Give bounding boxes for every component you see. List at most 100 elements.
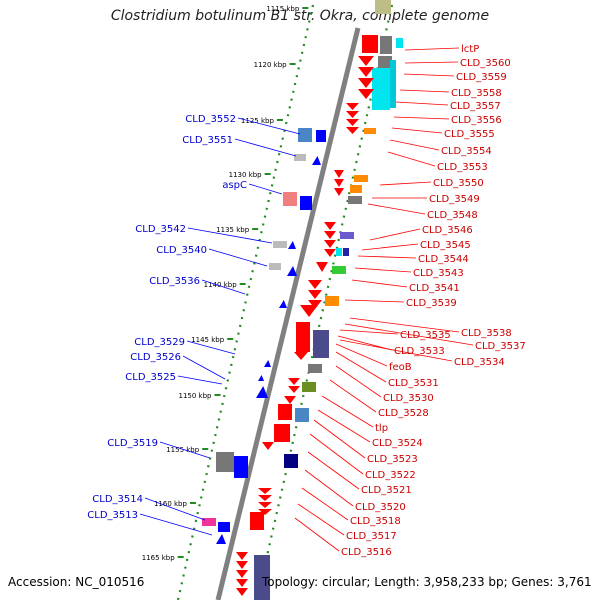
reverse-gene-box xyxy=(396,38,403,48)
left-gene-label: CLD_3526 xyxy=(130,352,181,363)
reverse-gene-arrow xyxy=(294,352,308,360)
right-leader-line xyxy=(307,451,360,490)
reverse-gene-arrow xyxy=(308,300,322,309)
right-leader-line xyxy=(357,255,417,259)
right-leader-line xyxy=(304,469,354,507)
right-gene-label: CLD_3530 xyxy=(383,393,434,404)
forward-gene-box xyxy=(269,263,281,270)
left-gene-label: CLD_3552 xyxy=(185,114,236,125)
right-gene-label: CLD_3556 xyxy=(451,115,502,126)
reverse-gene-arrow xyxy=(300,305,318,317)
right-gene-label: CLD_3520 xyxy=(355,502,406,513)
right-gene-label: CLD_3554 xyxy=(441,146,492,157)
right-leader-line xyxy=(313,419,366,459)
reverse-gene-arrow xyxy=(284,396,296,404)
right-leader-line xyxy=(317,409,371,443)
forward-gene-arrow xyxy=(287,266,297,276)
reverse-gene-arrow xyxy=(334,188,344,196)
right-gene-label: CLD_3522 xyxy=(365,470,416,481)
right-leader-line xyxy=(301,487,349,521)
reverse-gene-box xyxy=(343,248,349,256)
right-gene-label: feoB xyxy=(389,362,412,373)
left-leader-line xyxy=(248,183,283,195)
right-leader-line xyxy=(389,139,440,151)
left-gene-label: CLD_3551 xyxy=(182,135,233,146)
reverse-gene-arrow xyxy=(308,290,322,299)
reverse-gene-arrow xyxy=(358,56,374,66)
reverse-gene-box xyxy=(362,35,378,53)
reverse-gene-box xyxy=(380,36,392,54)
label-leader-lines xyxy=(139,47,474,552)
reverse-gene-arrow xyxy=(236,579,248,587)
left-leader-line xyxy=(237,117,301,135)
right-gene-label: CLD_3535 xyxy=(400,330,451,341)
right-gene-label: CLD_3550 xyxy=(433,178,484,189)
reverse-gene-box xyxy=(348,196,362,204)
right-gene-label: CLD_3539 xyxy=(406,298,457,309)
kbp-tick-label: 1135 kbp xyxy=(216,226,250,234)
right-leader-line xyxy=(329,379,377,413)
right-leader-line xyxy=(404,47,460,51)
forward-gene-arrow xyxy=(258,375,264,381)
reverse-gene-arrow xyxy=(262,442,274,450)
reverse-gene-box xyxy=(350,185,362,193)
right-gene-label: CLD_3549 xyxy=(429,194,480,205)
left-gene-label: CLD_3514 xyxy=(92,494,143,505)
forward-gene-box xyxy=(294,154,306,161)
left-leader-line xyxy=(177,375,223,385)
right-gene-label: CLD_3521 xyxy=(361,485,412,496)
reverse-gene-box xyxy=(325,296,339,306)
right-dotted-guide xyxy=(255,4,394,600)
right-gene-label: CLD_3545 xyxy=(420,240,471,251)
kbp-tick-label: 1160 kbp xyxy=(154,500,188,508)
reverse-gene-box xyxy=(340,232,354,239)
right-gene-label: CLD_3555 xyxy=(444,129,495,140)
kbp-tick-label: 1140 kbp xyxy=(204,281,238,289)
kbp-tick-label: 1145 kbp xyxy=(191,336,225,344)
reverse-gene-arrow xyxy=(258,509,272,515)
right-gene-label: CLD_3537 xyxy=(475,341,526,352)
forward-gene-arrow xyxy=(256,386,268,398)
left-leader-line xyxy=(187,227,273,244)
right-leader-line xyxy=(361,243,419,251)
right-gene-label: CLD_3543 xyxy=(413,268,464,279)
reverse-gene-arrow xyxy=(236,588,248,596)
left-gene-labels: CLD_3552 CLD_3551 aspC CLD_3542 CLD_3540 CLD_… xyxy=(87,114,247,521)
reverse-gene-arrow xyxy=(324,249,336,257)
reverse-gene-box xyxy=(296,322,310,352)
reverse-gene-box xyxy=(354,175,368,182)
forward-gene-box xyxy=(298,128,312,142)
topology-text: Topology: circular; Length: 3,958,233 bp… xyxy=(262,575,592,589)
forward-gene-box xyxy=(316,130,326,142)
right-leader-line xyxy=(404,61,459,64)
right-gene-label: CLD_3558 xyxy=(451,88,502,99)
left-gene-label: CLD_3513 xyxy=(87,510,138,521)
right-leader-line xyxy=(321,395,374,428)
right-leader-line xyxy=(399,89,450,93)
forward-gene-arrow xyxy=(312,156,321,165)
right-gene-label: CLD_3524 xyxy=(372,438,423,449)
left-gene-label: CLD_3542 xyxy=(135,224,186,235)
reverse-gene-box xyxy=(336,248,342,256)
right-gene-label: CLD_3544 xyxy=(418,254,469,265)
left-leader-line xyxy=(201,279,246,295)
forward-gene-box xyxy=(234,456,248,478)
right-leader-line xyxy=(391,127,443,134)
left-leader-line xyxy=(139,513,213,536)
right-gene-label: CLD_3517 xyxy=(346,531,397,542)
right-leader-line xyxy=(344,323,474,346)
right-leader-line xyxy=(349,317,460,333)
forward-gene-arrow xyxy=(216,534,226,544)
reverse-gene-arrow xyxy=(324,222,336,230)
reverse-gene-box xyxy=(254,555,270,600)
reverse-gene-arrow xyxy=(324,231,336,239)
right-gene-label: CLD_3541 xyxy=(409,283,460,294)
kbp-tick-label: 1165 kbp xyxy=(142,554,176,562)
reverse-gene-box xyxy=(308,364,322,373)
reverse-gene-arrow xyxy=(334,179,344,187)
forward-gene-arrow xyxy=(264,360,271,367)
left-leader-line xyxy=(208,248,268,267)
reverse-gene-arrow xyxy=(316,262,328,272)
right-leader-line xyxy=(369,228,421,241)
genome-backbone xyxy=(215,27,361,600)
